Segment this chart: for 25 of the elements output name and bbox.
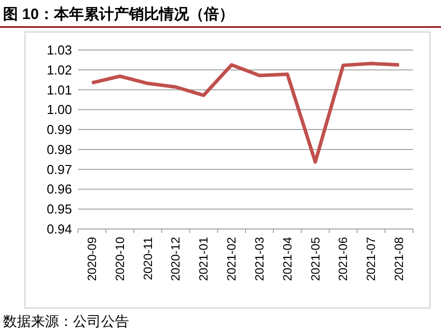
x-tick-label: 2021-05 — [308, 236, 322, 282]
y-tick-label: 1.03 — [46, 42, 72, 58]
x-tick-label: 2020-12 — [168, 236, 183, 282]
x-tick-label: 2021-06 — [336, 236, 350, 282]
line-series — [90, 62, 401, 164]
y-tick-label: 1.02 — [46, 62, 72, 78]
y-tick-label: 0.98 — [46, 142, 72, 157]
x-tick-label: 2020-11 — [140, 236, 155, 280]
y-tick-label: 0.94 — [46, 222, 72, 236]
y-tick-label: 0.97 — [46, 162, 72, 177]
x-tick-label: 2021-08 — [392, 236, 406, 282]
x-tick-label: 2020-10 — [112, 236, 127, 282]
x-tick-label: 2020-09 — [84, 236, 99, 282]
x-tick-label: 2021-04 — [280, 236, 294, 282]
y-tick-label: 1.00 — [46, 102, 72, 118]
y-tick-label: 0.95 — [46, 202, 72, 217]
x-tick-label: 2021-07 — [364, 236, 378, 282]
source-note: 数据来源：公司公告 — [3, 313, 129, 329]
x-tick-label: 2021-02 — [224, 236, 239, 282]
x-tick-label: 2021-03 — [252, 236, 266, 282]
chart-title: 图 10：本年累计产销比情况（倍） — [3, 6, 234, 23]
x-tick-label: 2021-01 — [196, 236, 211, 282]
y-tick-label: 0.99 — [46, 122, 72, 138]
y-tick-label: 1.01 — [46, 82, 72, 98]
y-tick-label: 0.96 — [46, 182, 72, 197]
